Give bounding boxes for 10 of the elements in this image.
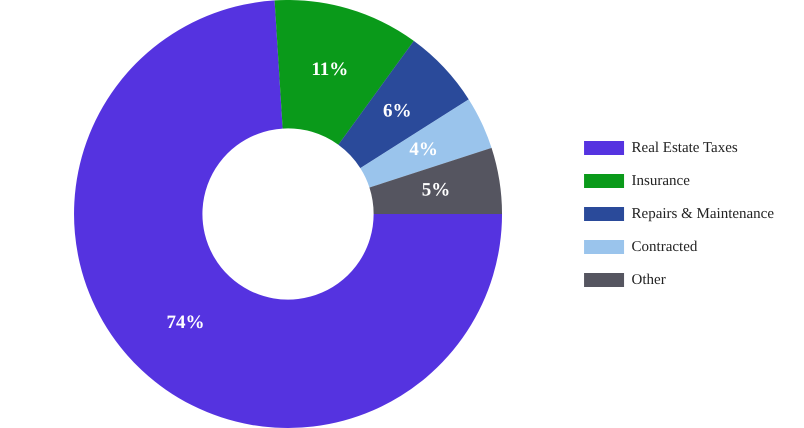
- legend-label: Repairs & Maintenance: [632, 206, 774, 222]
- legend-label: Contracted: [632, 238, 698, 255]
- data-label: 5%: [422, 179, 450, 200]
- legend-label: Insurance: [632, 172, 690, 189]
- data-label: 74%: [166, 312, 204, 334]
- data-label: 4%: [409, 139, 438, 160]
- legend-label: Real Estate Taxes: [632, 140, 738, 156]
- data-label: 6%: [382, 100, 412, 122]
- legend-label: Other: [632, 272, 666, 288]
- data-label: 11%: [311, 59, 348, 80]
